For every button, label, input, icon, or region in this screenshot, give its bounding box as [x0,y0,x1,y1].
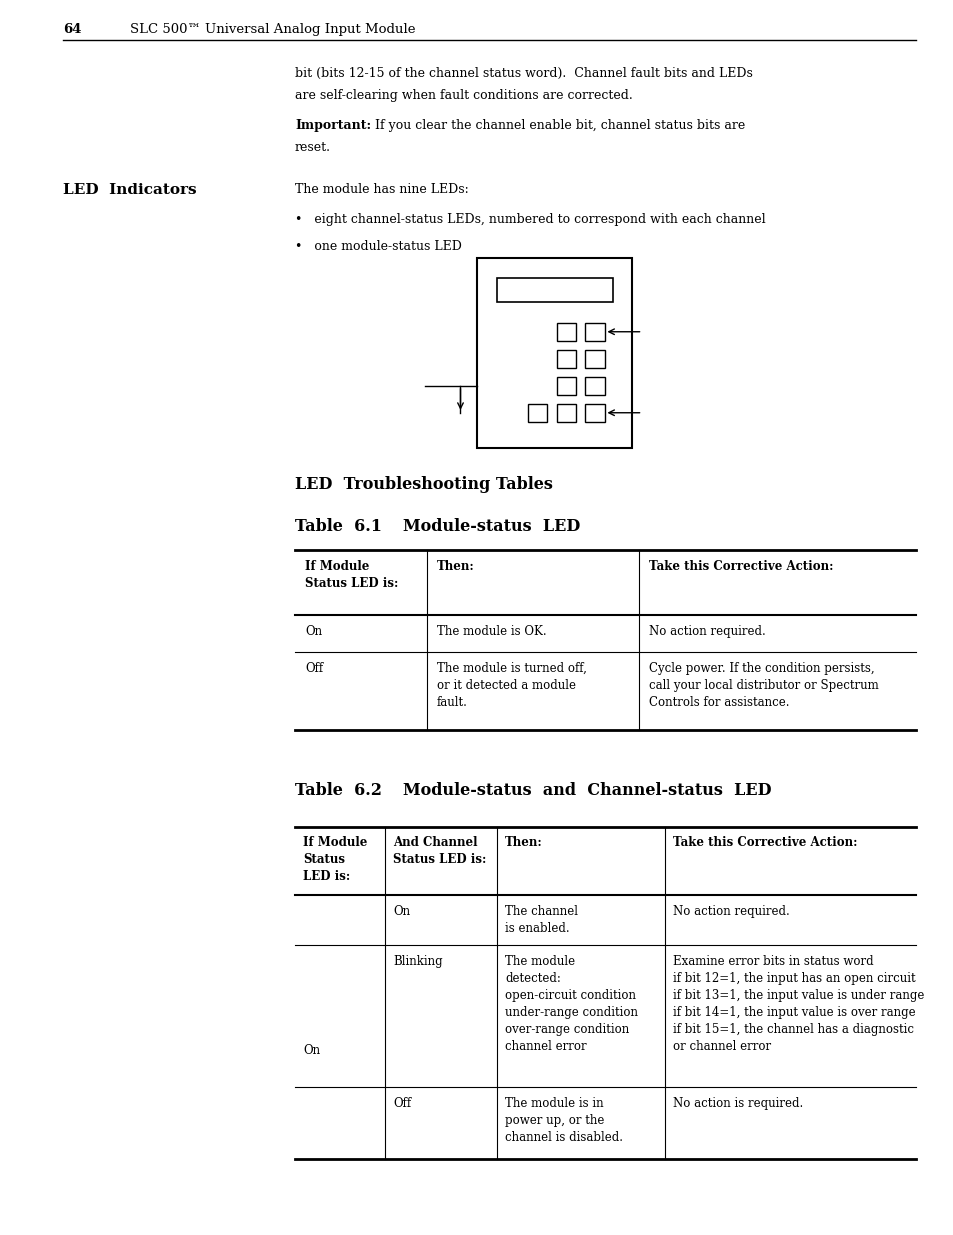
Text: Examine error bits in status word
if bit 12=1, the input has an open circuit
if : Examine error bits in status word if bit… [672,955,923,1053]
Text: The module
detected:
open-circuit condition
under-range condition
over-range con: The module detected: open-circuit condit… [504,955,638,1053]
Text: No action required.: No action required. [648,625,765,638]
Text: bit (bits 12-15 of the channel status word).  Channel fault bits and LEDs: bit (bits 12-15 of the channel status wo… [294,67,752,80]
Text: If Module
Status
LED is:: If Module Status LED is: [303,836,367,883]
Text: The module is turned off,
or it detected a module
fault.: The module is turned off, or it detected… [436,662,586,709]
Text: Important:: Important: [294,119,371,132]
Text: The module is in
power up, or the
channel is disabled.: The module is in power up, or the channe… [504,1097,622,1144]
Text: SLC 500™ Universal Analog Input Module: SLC 500™ Universal Analog Input Module [130,23,416,36]
Bar [497,278,612,303]
Bar [584,377,604,394]
Text: Blinking: Blinking [393,955,442,968]
Bar [527,404,547,421]
Text: On: On [393,905,410,918]
Bar [477,258,632,448]
Text: On: On [303,1044,320,1057]
Text: Off: Off [393,1097,411,1110]
Text: LED  Indicators: LED Indicators [63,183,196,198]
Text: Module-status  and  Channel-status  LED: Module-status and Channel-status LED [402,782,771,799]
Bar [584,404,604,421]
Bar [584,324,604,341]
Bar [557,404,576,421]
Text: Module-status  LED: Module-status LED [402,517,579,535]
Bar [557,324,576,341]
Text: LED  Troubleshooting Tables: LED Troubleshooting Tables [294,475,553,493]
Text: The channel
is enabled.: The channel is enabled. [504,905,578,935]
Text: The module is OK.: The module is OK. [436,625,546,638]
Text: 64: 64 [63,23,81,36]
Text: •   one module-status LED: • one module-status LED [294,240,461,253]
Text: •   eight channel-status LEDs, numbered to correspond with each channel: • eight channel-status LEDs, numbered to… [294,212,765,226]
Text: And Channel
Status LED is:: And Channel Status LED is: [393,836,486,866]
Text: Take this Corrective Action:: Take this Corrective Action: [648,559,833,573]
Text: No action required.: No action required. [672,905,789,918]
Text: The module has nine LEDs:: The module has nine LEDs: [294,183,468,196]
Text: Off: Off [305,662,323,676]
Bar [557,377,576,394]
Text: Then:: Then: [504,836,542,848]
Text: On: On [305,625,322,638]
Text: reset.: reset. [294,141,331,154]
Bar [584,350,604,368]
Text: If you clear the channel enable bit, channel status bits are: If you clear the channel enable bit, cha… [367,119,744,132]
Text: Cycle power. If the condition persists,
call your local distributor or Spectrum
: Cycle power. If the condition persists, … [648,662,878,709]
Text: If Module
Status LED is:: If Module Status LED is: [305,559,398,590]
Text: Table  6.2: Table 6.2 [294,782,381,799]
Text: No action is required.: No action is required. [672,1097,802,1110]
Text: are self-clearing when fault conditions are corrected.: are self-clearing when fault conditions … [294,89,632,103]
Text: Table  6.1: Table 6.1 [294,517,381,535]
Text: Then:: Then: [436,559,475,573]
Bar [557,350,576,368]
Text: Take this Corrective Action:: Take this Corrective Action: [672,836,857,848]
